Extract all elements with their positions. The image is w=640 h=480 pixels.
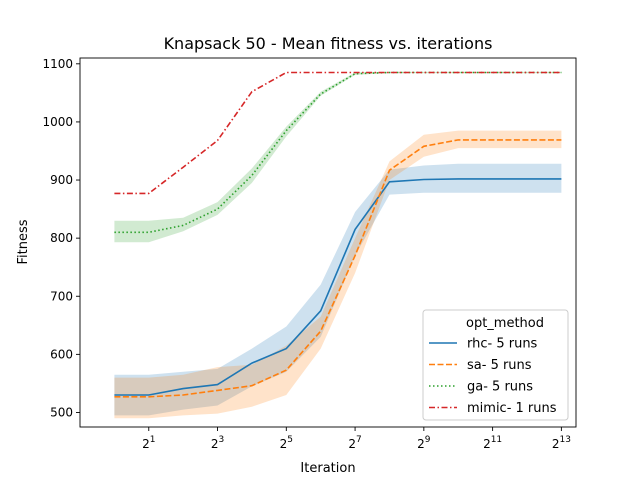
y-tick-label: 1000: [42, 115, 73, 129]
x-axis: 21 23 25 27 29 211 213: [142, 427, 571, 451]
y-axis: 500 600 700 800 900 1000 1100: [42, 57, 80, 419]
y-tick-label: 800: [50, 231, 73, 245]
y-tick-label: 500: [50, 405, 73, 419]
confidence-band-1: [114, 130, 562, 419]
y-tick-label: 900: [50, 173, 73, 187]
y-tick-label: 700: [50, 289, 73, 303]
x-tick-label: 25: [280, 435, 293, 451]
x-tick-label: 27: [348, 435, 361, 451]
legend-title: opt_method: [466, 316, 544, 331]
plot-frame: [79, 57, 577, 428]
x-tick-label: 211: [483, 435, 502, 451]
confidence-band-0: [114, 163, 562, 416]
x-axis-label: Iteration: [300, 461, 355, 476]
y-axis-label: Fitness: [16, 219, 31, 264]
series-line-3: [114, 71, 562, 195]
chart-title: Knapsack 50 - Mean fitness vs. iteration…: [164, 34, 493, 53]
legend-label-0: rhc- 5 runs: [467, 337, 538, 352]
x-tick-label: 29: [417, 435, 431, 451]
x-tick-label: 213: [552, 435, 571, 451]
x-tick-label: 23: [211, 435, 224, 451]
legend-label-2: ga- 5 runs: [467, 380, 533, 395]
x-tick-label: 21: [142, 435, 155, 451]
legend-label-1: sa- 5 runs: [467, 358, 532, 373]
y-tick-label: 1100: [42, 57, 73, 71]
legend: opt_method rhc- 5 runs sa- 5 runs ga- 5 ru…: [422, 309, 569, 421]
legend-label-3: mimic- 1 runs: [467, 401, 557, 416]
legend-box: [422, 309, 569, 421]
series-line-0: [114, 178, 562, 396]
series-line-1: [114, 139, 562, 398]
y-tick-label: 600: [50, 347, 73, 361]
series-lines: [114, 71, 562, 398]
